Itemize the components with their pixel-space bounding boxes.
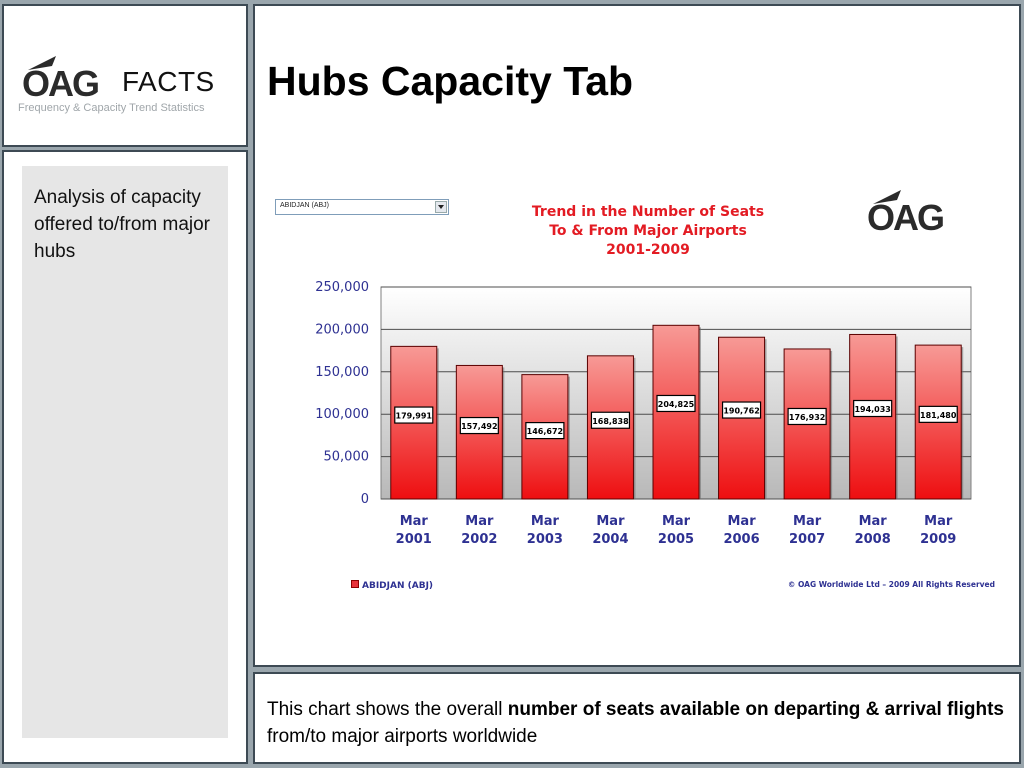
airport-select[interactable]: ABIDJAN (ABJ): [275, 199, 449, 215]
data-label-box: [394, 406, 434, 424]
oag-chart-logo-icon: OAG: [867, 190, 945, 234]
data-label: 181,480: [920, 411, 957, 420]
sidebar-panel: Analysis of capacity offered to/from maj…: [2, 150, 248, 764]
facts-label: FACTS: [122, 66, 215, 97]
data-label-box: [590, 411, 631, 429]
data-label: 194,033: [854, 405, 890, 414]
copyright-notice: © OAG Worldwide Ltd – 2009 All Rights Re…: [787, 580, 995, 589]
data-label-box: [459, 416, 499, 435]
data-label: 146,672: [527, 427, 563, 436]
chart-legend: ABIDJAN (ABJ): [351, 580, 433, 591]
x-tick-label: Mar: [662, 514, 691, 529]
footer-text-a: This chart shows the overall: [267, 699, 508, 720]
x-tick-label: 2003: [527, 532, 563, 547]
data-label-box: [918, 405, 958, 423]
x-tick-label: 2005: [658, 532, 694, 547]
y-tick-label: 200,000: [315, 322, 369, 337]
chart-logo-text: OAG: [867, 197, 943, 234]
data-label: 176,932: [789, 413, 825, 422]
data-label: 190,762: [723, 407, 759, 416]
x-tick-label: Mar: [400, 514, 429, 529]
data-label-box: [656, 394, 696, 413]
y-tick-label: 50,000: [324, 450, 370, 465]
logo-text: OAG: [22, 63, 98, 100]
x-tick-label: 2009: [920, 532, 956, 547]
chart-title: Trend in the Number of Seats To & From M…: [473, 203, 823, 260]
x-tick-label: 2008: [855, 532, 891, 547]
x-tick-label: Mar: [727, 514, 756, 529]
chart-title-line2: To & From Major Airports: [549, 223, 747, 239]
footer-text-c: from/to major airports worldwide: [267, 726, 538, 747]
y-tick-label: 100,000: [315, 407, 369, 422]
page-title: Hubs Capacity Tab: [267, 58, 634, 104]
data-label: 168,838: [592, 417, 629, 426]
footer-panel: This chart shows the overall number of s…: [253, 672, 1021, 764]
x-tick-label: Mar: [465, 514, 494, 529]
data-label: 204,825: [658, 400, 695, 409]
y-tick-label: 0: [361, 492, 369, 507]
x-tick-label: 2007: [789, 532, 825, 547]
tagline: Frequency & Capacity Trend Statistics: [18, 102, 205, 114]
legend-swatch: [351, 580, 359, 588]
x-tick-label: 2004: [592, 532, 628, 547]
seats-bar-chart: 0 50,000 100,000 150,000 200,000 250,000 179,9…: [315, 280, 972, 547]
data-label-box: [787, 407, 827, 426]
logo-panel: OAG FACTS Frequency & Capacity Trend Sta…: [2, 4, 248, 147]
x-tick-label: 2002: [461, 532, 497, 547]
sidebar-box: Analysis of capacity offered to/from maj…: [22, 166, 228, 738]
chart-title-line1: Trend in the Number of Seats: [531, 204, 765, 220]
data-label-box: [721, 401, 762, 419]
x-tick-label: 2006: [723, 532, 759, 547]
footer-description: This chart shows the overall number of s…: [267, 696, 1007, 750]
x-tick-label: Mar: [596, 514, 625, 529]
legend-label: ABIDJAN (ABJ): [362, 581, 434, 591]
y-tick-label: 150,000: [315, 365, 369, 380]
y-tick-label: 250,000: [315, 280, 369, 295]
footer-text-bold: number of seats available on departing &…: [507, 699, 1005, 720]
data-label-box: [853, 399, 893, 418]
chevron-down-icon[interactable]: [435, 201, 447, 213]
chart-title-line3: 2001-2009: [606, 242, 690, 258]
bar: [652, 324, 700, 500]
x-tick-label: Mar: [859, 514, 888, 529]
x-tick-label: Mar: [793, 514, 822, 529]
data-label-box: [525, 421, 565, 440]
data-label: 179,991: [396, 412, 433, 421]
oag-logo-icon: OAG: [22, 56, 100, 100]
x-tick-label: Mar: [531, 514, 560, 529]
x-tick-label: 2001: [396, 532, 432, 547]
x-tick-label: Mar: [924, 514, 953, 529]
sidebar-description: Analysis of capacity offered to/from maj…: [34, 187, 211, 262]
airport-select-value: ABIDJAN (ABJ): [280, 202, 330, 209]
main-panel: Hubs Capacity Tab ABIDJAN (ABJ) Trend in…: [253, 4, 1021, 667]
data-label: 157,492: [461, 422, 497, 431]
